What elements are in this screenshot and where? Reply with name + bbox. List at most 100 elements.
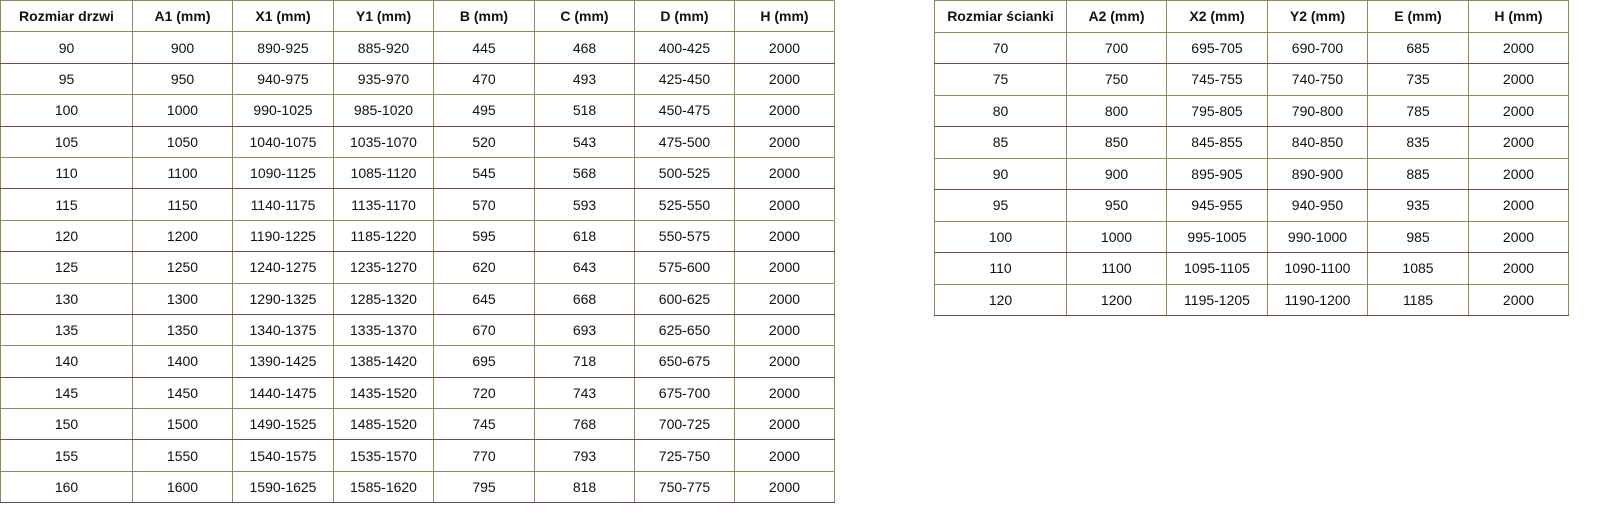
- table-cell: 1100: [1066, 252, 1167, 285]
- table-cell: 1550: [132, 439, 233, 472]
- table-cell: 845-855: [1166, 126, 1268, 159]
- table-cell: 718: [534, 345, 635, 378]
- table-cell: 668: [534, 282, 635, 315]
- table-cell: 100: [934, 220, 1067, 253]
- table-cell: 115: [0, 188, 133, 221]
- table-cell: 1585-1620: [333, 470, 434, 504]
- table-cell: 1535-1570: [333, 439, 434, 472]
- table-cell: 568: [534, 156, 635, 190]
- table-cell: 1440-1475: [232, 376, 334, 410]
- table-cell: 2000: [1468, 31, 1569, 64]
- table-cell: 1400: [132, 345, 233, 378]
- table-cell: 900: [132, 31, 233, 64]
- table-cell: 745: [433, 408, 535, 441]
- table-cell: 475-500: [634, 125, 735, 158]
- column-header: Rozmiar ścianki: [934, 0, 1067, 33]
- table-cell: 2000: [1468, 126, 1569, 159]
- table-cell: 695: [433, 345, 535, 378]
- table-cell: 618: [534, 219, 635, 253]
- table-cell: 468: [534, 31, 635, 64]
- table-cell: 1090-1100: [1267, 252, 1368, 285]
- table-cell: 945-955: [1166, 189, 1268, 222]
- table-cell: 720: [433, 376, 535, 410]
- table-row: 120 1200 1195-1205 1190-1200 1185 2000: [934, 283, 1569, 316]
- table-cell: 700-725: [634, 408, 735, 441]
- table-row: 85 850 845-855 840-850 835 2000: [934, 126, 1569, 159]
- table-cell: 110: [0, 156, 133, 190]
- column-header: H (mm): [734, 0, 835, 33]
- table-cell: 2000: [734, 219, 835, 253]
- table-cell: 95: [0, 62, 133, 96]
- table-row: 110 1100 1090-1125 1085-1120 545 568 500-525 20…: [0, 156, 835, 190]
- table-row: 110 1100 1095-1105 1090-1100 1085 2000: [934, 252, 1569, 285]
- table-cell: 1500: [132, 408, 233, 441]
- table-cell: 1195-1205: [1166, 283, 1268, 316]
- table-cell: 750-775: [634, 470, 735, 504]
- table-cell: 818: [534, 470, 635, 504]
- table-cell: 850: [1066, 126, 1167, 159]
- table-cell: 693: [534, 313, 635, 347]
- table-cell: 2000: [734, 156, 835, 190]
- table-cell: 495: [433, 94, 535, 127]
- table-cell: 935: [1367, 189, 1469, 222]
- column-header: A1 (mm): [132, 0, 233, 33]
- table-cell: 545: [433, 156, 535, 190]
- table-row: 160 1600 1590-1625 1585-1620 795 818 750-775 20…: [0, 470, 835, 504]
- table-cell: 500-525: [634, 156, 735, 190]
- table-cell: 2000: [734, 125, 835, 158]
- table-cell: 1540-1575: [232, 439, 334, 472]
- table-cell: 1085-1120: [333, 156, 434, 190]
- table-cell: 2000: [734, 251, 835, 284]
- table-cell: 593: [534, 188, 635, 221]
- table-cell: 100: [0, 94, 133, 127]
- table-cell: 85: [934, 126, 1067, 159]
- table-cell: 2000: [734, 282, 835, 315]
- table-cell: 795-805: [1166, 94, 1268, 127]
- table-cell: 2000: [1468, 157, 1569, 190]
- table-cell: 1050: [132, 125, 233, 158]
- table-cell: 140: [0, 345, 133, 378]
- table-cell: 80: [934, 94, 1067, 127]
- table-row: 95 950 940-975 935-970 470 493 425-450 2000: [0, 62, 835, 96]
- table-cell: 1185-1220: [333, 219, 434, 253]
- table-row: 105 1050 1040-1075 1035-1070 520 543 475-500 20…: [0, 125, 835, 158]
- table-cell: 400-425: [634, 31, 735, 64]
- table-cell: 750: [1066, 63, 1167, 96]
- table-cell: 1290-1325: [232, 282, 334, 315]
- table-row: 90 900 895-905 890-900 885 2000: [934, 157, 1569, 190]
- table-cell: 1000: [132, 94, 233, 127]
- table-cell: 150: [0, 408, 133, 441]
- table-cell: 995-1005: [1166, 220, 1268, 253]
- table-row: 95 950 945-955 940-950 935 2000: [934, 189, 1569, 222]
- column-header: Y1 (mm): [333, 0, 434, 33]
- table-cell: 1040-1075: [232, 125, 334, 158]
- table-cell: 620: [433, 251, 535, 284]
- column-header: Y2 (mm): [1267, 0, 1368, 33]
- header-row: Rozmiar ścianki A2 (mm) X2 (mm) Y2 (mm) E (m…: [934, 0, 1569, 33]
- table-cell: 1600: [132, 470, 233, 504]
- table-cell: 595: [433, 219, 535, 253]
- table-cell: 130: [0, 282, 133, 315]
- table-cell: 550-575: [634, 219, 735, 253]
- table-cell: 1185: [1367, 283, 1469, 316]
- table-cell: 1035-1070: [333, 125, 434, 158]
- table-cell: 110: [934, 252, 1067, 285]
- table-cell: 735: [1367, 63, 1469, 96]
- table-cell: 2000: [734, 31, 835, 64]
- table-cell: 900: [1066, 157, 1167, 190]
- table-cell: 935-970: [333, 62, 434, 96]
- table-cell: 685: [1367, 31, 1469, 64]
- table-cell: 990-1025: [232, 94, 334, 127]
- table-cell: 800: [1066, 94, 1167, 127]
- table-cell: 885-920: [333, 31, 434, 64]
- table-cell: 2000: [1468, 94, 1569, 127]
- table-cell: 1590-1625: [232, 470, 334, 504]
- table-cell: 1085: [1367, 252, 1469, 285]
- table-cell: 890-900: [1267, 157, 1368, 190]
- table-cell: 1250: [132, 251, 233, 284]
- column-header: Rozmiar drzwi: [0, 0, 133, 33]
- table-row: 80 800 795-805 790-800 785 2000: [934, 94, 1569, 127]
- table-cell: 2000: [734, 313, 835, 347]
- table-cell: 695-705: [1166, 31, 1268, 64]
- table-cell: 643: [534, 251, 635, 284]
